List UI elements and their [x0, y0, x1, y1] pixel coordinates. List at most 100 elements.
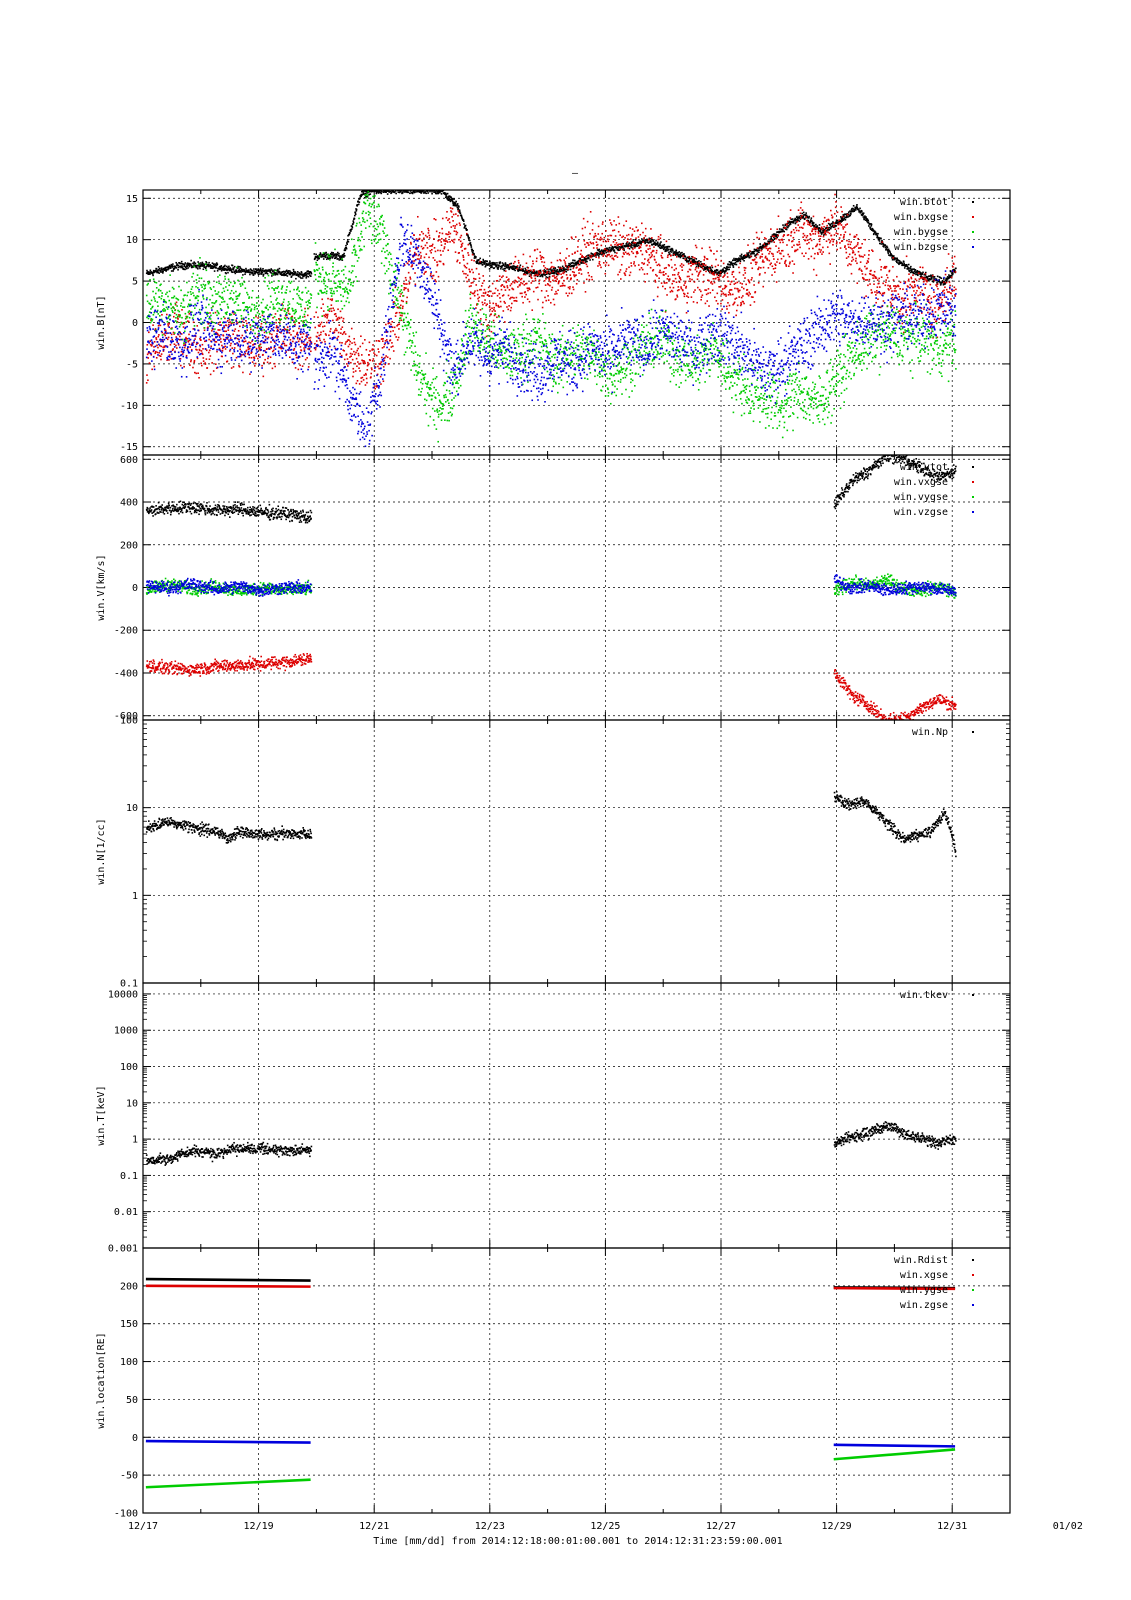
- data-point: [706, 300, 709, 302]
- data-point: [365, 348, 368, 351]
- data-point: [266, 361, 269, 364]
- data-point: [183, 263, 186, 266]
- data-point: [522, 253, 525, 256]
- data-point: [877, 238, 880, 241]
- data-point: [905, 265, 908, 267]
- data-point: [323, 338, 325, 341]
- data-point: [695, 258, 698, 260]
- data-point: [612, 246, 615, 249]
- data-point: [477, 311, 480, 314]
- data-point: [726, 308, 728, 310]
- data-point: [671, 282, 674, 285]
- data-point: [205, 260, 207, 263]
- data-point: [445, 193, 448, 195]
- data-point: [197, 267, 199, 270]
- data-point: [328, 334, 330, 337]
- data-point: [642, 231, 644, 234]
- data-point: [204, 266, 206, 269]
- data-point: [183, 268, 185, 271]
- data-point: [522, 301, 524, 304]
- data-point: [471, 268, 473, 271]
- data-point: [555, 273, 558, 275]
- data-point: [462, 220, 465, 222]
- data-point: [303, 274, 306, 277]
- data-point: [262, 267, 264, 270]
- data-point: [354, 343, 357, 346]
- data-point: [314, 348, 317, 351]
- data-point: [787, 220, 789, 223]
- data-point: [685, 311, 688, 314]
- data-point: [514, 255, 517, 258]
- data-point: [921, 272, 924, 275]
- data-point: [175, 267, 178, 269]
- data-point: [772, 253, 774, 255]
- data-point: [595, 241, 598, 243]
- data-point: [460, 214, 463, 217]
- data-point: [588, 254, 591, 257]
- data-point: [567, 266, 570, 268]
- data-point: [458, 222, 461, 224]
- data-point: [765, 238, 767, 240]
- data-point: [338, 252, 340, 255]
- data-point: [610, 248, 612, 251]
- data-point: [842, 219, 845, 221]
- data-point: [828, 219, 830, 222]
- data-point: [704, 264, 707, 267]
- data-point: [677, 251, 679, 254]
- data-point: [582, 217, 585, 220]
- data-point: [377, 340, 380, 342]
- data-point: [581, 234, 584, 237]
- data-point: [286, 326, 289, 328]
- data-point: [469, 297, 472, 300]
- data-point: [823, 230, 825, 232]
- data-point: [840, 217, 843, 220]
- data-point: [591, 222, 594, 225]
- data-point: [796, 248, 799, 251]
- data-point: [433, 191, 435, 193]
- data-point: [797, 219, 800, 222]
- data-point: [792, 236, 795, 239]
- data-point: [485, 335, 488, 338]
- data-point: [676, 254, 679, 256]
- data-point: [180, 266, 182, 269]
- data-point: [484, 291, 487, 294]
- data-point: [520, 277, 523, 280]
- data-point: [157, 335, 160, 338]
- data-point: [364, 362, 366, 365]
- data-point: [837, 223, 840, 226]
- data-point: [395, 336, 397, 338]
- data-point: [683, 295, 686, 298]
- data-point: [881, 239, 883, 242]
- data-point: [327, 297, 329, 300]
- data-point: [682, 289, 684, 292]
- data-point: [660, 241, 662, 243]
- data-point: [691, 259, 694, 262]
- data-point: [178, 338, 181, 341]
- data-point: [431, 190, 434, 192]
- data-point: [211, 330, 213, 332]
- data-point: [162, 272, 164, 274]
- data-point: [801, 212, 803, 215]
- data-point: [175, 261, 178, 264]
- data-point: [914, 272, 916, 275]
- data-point: [502, 310, 505, 312]
- data-point: [515, 300, 518, 302]
- data-point: [550, 289, 553, 291]
- data-point: [801, 252, 803, 255]
- data-point: [148, 352, 151, 354]
- data-point: [363, 374, 366, 376]
- data-point: [528, 275, 531, 277]
- data-point: [817, 231, 820, 233]
- data-point: [747, 279, 750, 281]
- data-point: [155, 268, 158, 270]
- data-point: [158, 272, 160, 274]
- data-point: [292, 337, 294, 340]
- data-point: [718, 278, 721, 281]
- data-point: [557, 271, 559, 273]
- data-point: [432, 257, 435, 259]
- data-point: [790, 234, 792, 237]
- data-point: [686, 260, 688, 262]
- data-point: [668, 251, 670, 254]
- data-point: [580, 249, 583, 252]
- data-point: [832, 240, 835, 243]
